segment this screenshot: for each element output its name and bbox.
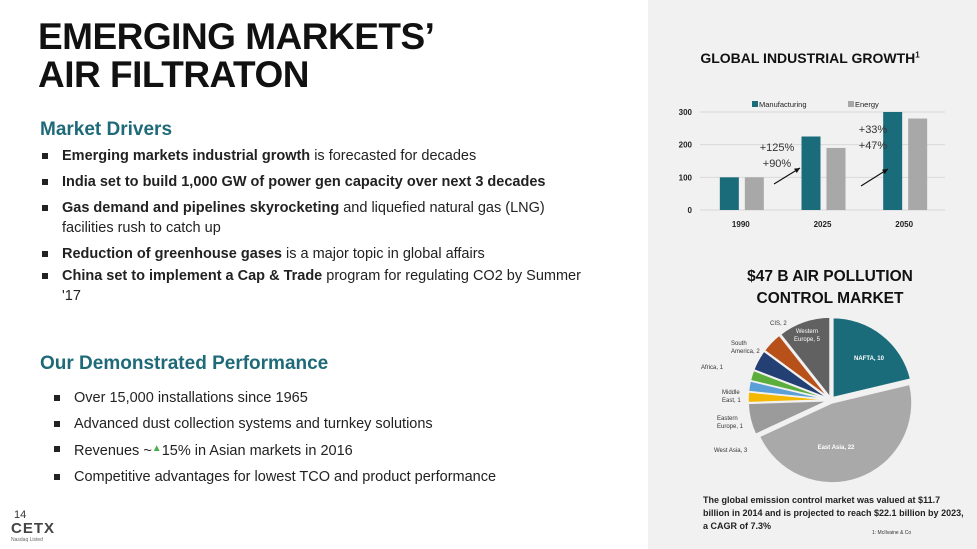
market-drivers-list: Emerging markets industrial growth is fo… [40, 146, 600, 312]
page-number: 14 [14, 509, 27, 521]
pie-slice [752, 350, 829, 400]
bar-energy [744, 177, 764, 210]
source-note: 1: McIlvaine & Co [872, 530, 912, 536]
up-triangle-icon: ▲ [151, 443, 162, 454]
legend-swatch [848, 101, 854, 107]
driver-bold: Reduction of greenhouse gases [62, 246, 282, 262]
bar-manufacturing [883, 112, 903, 210]
pie-slice [779, 316, 831, 400]
pie-slice [758, 383, 913, 484]
list-item: Revenues ~▲15% in Asian markets in 2016 [52, 439, 612, 461]
pie-label: NAFTA, 10 [854, 356, 885, 362]
bar-title-text: GLOBAL INDUSTRIAL GROWTH [700, 50, 916, 66]
pie-label: West Asia, 3 [714, 448, 748, 454]
y-tick-label: 0 [688, 206, 693, 215]
legend-label: Energy [855, 100, 879, 109]
driver-bold: Gas demand and pipelines skyrocketing [62, 200, 340, 216]
growth-annotation: +47% [859, 140, 888, 152]
title-line-2: AIR FILTRATON [38, 54, 309, 95]
revenue-text: 15% in Asian markets in 2016 [161, 443, 353, 459]
driver-rest: and liquefied natural gas (LNG) faciliti… [62, 200, 545, 236]
x-tick-label: 2025 [814, 220, 832, 229]
pie-slice [763, 334, 830, 399]
driver-bold: India set to build 1,000 GW of power gen… [62, 174, 546, 190]
logo-subtitle: Nasdaq Listed [11, 537, 43, 543]
bar-energy [826, 147, 846, 210]
pie-label: Eastern Europe, 1 [717, 416, 744, 430]
driver-bold: Emerging markets industrial growth [62, 148, 311, 164]
bar-manufacturing [801, 136, 821, 210]
growth-annotation: +90% [763, 158, 792, 170]
market-footnote: The global emission control market was v… [703, 495, 964, 531]
list-item: Over 15,000 installations since 1965 [52, 388, 612, 408]
list-item: Reduction of greenhouse gases is a major… [40, 244, 600, 264]
growth-annotation: +33% [859, 124, 888, 136]
x-tick-label: 1990 [732, 220, 750, 229]
revenue-prefix: Revenues ~ [74, 443, 152, 459]
y-tick-label: 300 [679, 108, 693, 117]
pie-slice [747, 399, 829, 436]
driver-bold: China set to implement a Cap & Trade [62, 268, 323, 284]
pie-label: Middle East, 1 [722, 390, 741, 404]
list-item: Emerging markets industrial growth is fo… [40, 146, 600, 166]
bar-energy [908, 118, 928, 210]
pie-label: South America, 2 [731, 341, 760, 355]
pie-chart-title: $47 B AIR POLLUTION CONTROL MARKET [680, 266, 977, 310]
performance-heading: Our Demonstrated Performance [40, 353, 329, 374]
list-item: India set to build 1,000 GW of power gen… [40, 172, 600, 192]
list-item: Competitive advantages for lowest TCO an… [52, 467, 612, 487]
pie-label: Western Europe, 5 [794, 329, 821, 343]
list-item: Advanced dust collection systems and tur… [52, 414, 612, 434]
driver-rest: is a major topic in global affairs [281, 246, 485, 262]
y-tick-label: 200 [679, 141, 693, 150]
pie-label: Africa, 1 [701, 365, 724, 371]
market-drivers-heading: Market Drivers [40, 119, 173, 140]
growth-annotation: +125% [760, 142, 795, 154]
performance-list: Over 15,000 installations since 1965 Adv… [52, 388, 612, 492]
bar-manufacturing [719, 177, 739, 210]
driver-rest: is forecasted for decades [310, 148, 477, 164]
page-title: EMERGING MARKETS’ AIR FILTRATON [38, 16, 435, 95]
arrowhead-icon [794, 168, 800, 174]
legend-label: Manufacturing [759, 100, 807, 109]
bar-chart-title: GLOBAL INDUSTRIAL GROWTH1 [660, 50, 960, 66]
pie-label: CIS, 2 [770, 321, 787, 327]
driver-rest: program for regulating CO2 by Summer '17 [62, 268, 581, 304]
pie-title-1: $47 B AIR POLLUTION [747, 268, 913, 285]
legend-swatch [752, 101, 758, 107]
x-tick-label: 2050 [895, 220, 913, 229]
pie-slice [832, 316, 912, 399]
cetx-logo: CETX [11, 520, 56, 537]
pie-title-2: CONTROL MARKET [756, 290, 904, 307]
pie-label: East Asia, 22 [818, 445, 855, 451]
list-item: China set to implement a Cap & Trade pro… [40, 266, 600, 306]
list-item: Gas demand and pipelines skyrocketing an… [40, 198, 600, 238]
y-tick-label: 100 [679, 173, 693, 182]
footnote-marker: 1 [915, 50, 920, 60]
arrowhead-icon [882, 169, 888, 175]
title-line-1: EMERGING MARKETS’ [38, 16, 435, 57]
